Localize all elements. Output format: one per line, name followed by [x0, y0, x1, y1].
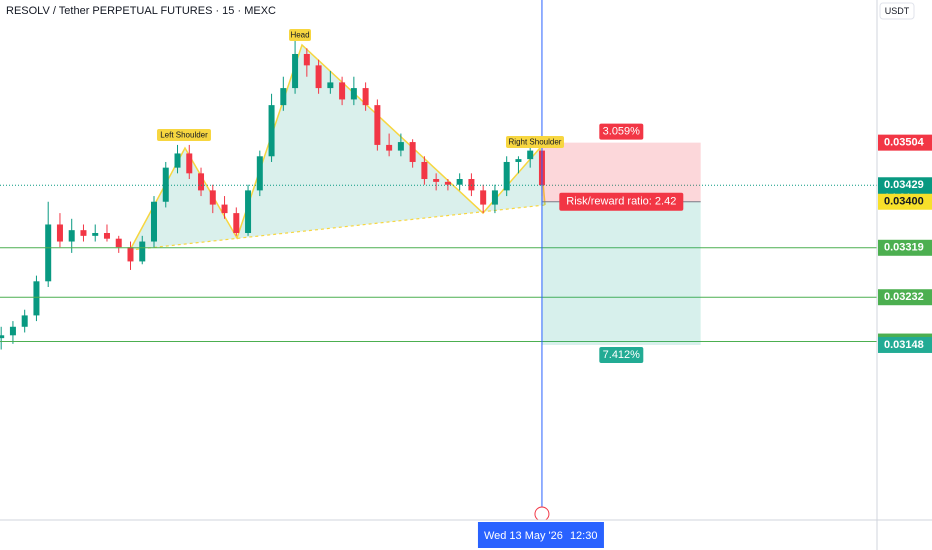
axis-unit: USDT: [885, 6, 910, 16]
crosshair-box: [477, 522, 604, 548]
entry-label-box: [878, 193, 932, 210]
candle-body: [515, 159, 522, 162]
candle-body: [503, 161, 510, 191]
candle-body: [245, 190, 252, 234]
pattern-fill: [130, 45, 545, 250]
candle-body: [139, 241, 146, 262]
candle-body: [280, 88, 287, 106]
candle-body: [444, 181, 451, 185]
candle-body: [21, 315, 28, 327]
candle-body: [221, 204, 228, 214]
stop-label: 0.03504: [884, 137, 925, 149]
candle-body: [397, 142, 404, 151]
candle-body: [256, 156, 263, 191]
candle-body: [433, 179, 440, 182]
candle-body: [174, 153, 181, 168]
candle-body: [9, 326, 16, 336]
candle-body: [56, 224, 63, 242]
price-label: 0.03232: [884, 291, 924, 303]
candle-body: [80, 230, 87, 236]
candle-body: [350, 88, 357, 100]
reward-label-box: [599, 346, 644, 363]
last-price-label: 0.03429: [884, 179, 924, 191]
crosshair-date: Wed 13 May '26: [484, 530, 563, 542]
candle-body: [198, 173, 205, 191]
candle-body: [303, 53, 310, 66]
candle-body: [162, 167, 169, 202]
risk-label: 3.059%: [603, 126, 641, 138]
crosshair-time: 12:30: [570, 530, 598, 542]
candle-body: [268, 105, 275, 157]
candle-body: [491, 190, 498, 205]
candle-body: [315, 65, 322, 89]
reward-zone: [541, 201, 701, 345]
candle-body: [409, 142, 416, 162]
time-axis: [0, 520, 932, 550]
price-label-box: [878, 239, 932, 256]
candle-body: [115, 238, 122, 248]
annotation: Head: [290, 31, 309, 40]
candle-body: [209, 190, 216, 205]
candle-body: [92, 233, 99, 236]
annotation-box: [289, 29, 311, 41]
risk-label-box: [599, 123, 644, 140]
annotation: Right Shoulder: [509, 138, 562, 147]
candle-body: [33, 281, 40, 316]
price-label: 0.03319: [884, 242, 924, 254]
stop-label-box: [878, 134, 932, 151]
entry-label: 0.03400: [884, 196, 924, 208]
ratio-label: Risk/reward ratio: 2.42: [566, 196, 676, 208]
candle-body: [527, 150, 534, 160]
candle-body: [151, 201, 158, 242]
price-label-box: [878, 289, 932, 306]
candle-body: [386, 144, 393, 151]
price-axis: [877, 0, 932, 550]
candle-body: [339, 82, 346, 100]
candle-body: [421, 161, 428, 180]
candle-body: [103, 233, 110, 239]
risk-zone: [541, 142, 701, 202]
annotation-box: [506, 136, 564, 148]
candle-body: [0, 335, 5, 339]
candle-body: [468, 179, 475, 191]
overlay: 3.059% 7.412% Risk/reward ratio: 2.42: [0, 0, 877, 522]
candle-body: [68, 230, 75, 242]
ratio-label-box: [559, 192, 684, 211]
chart-title: RESOLV / Tether PERPETUAL FUTURES · 15 ·…: [6, 5, 276, 17]
target-label: 0.03148: [884, 339, 924, 351]
candle-body: [480, 190, 487, 205]
candle-body: [362, 88, 369, 106]
candle-body: [233, 213, 240, 234]
candle-body: [127, 247, 134, 262]
candle-body: [45, 224, 52, 282]
candle-body: [292, 53, 299, 89]
unit-box: [879, 2, 915, 20]
crosshair-icon: [534, 506, 550, 522]
target-label-box: [878, 336, 932, 353]
axis-labels: 0.033190.032320.031540.035040.031480.034…: [477, 134, 932, 548]
candle-body: [327, 82, 334, 89]
candle-body: [456, 179, 463, 185]
annotation: Left Shoulder: [160, 131, 208, 140]
annotation-box: [157, 129, 211, 141]
reward-label: 7.412%: [603, 349, 641, 361]
candle-body: [374, 105, 381, 145]
candle-body: [186, 153, 193, 174]
